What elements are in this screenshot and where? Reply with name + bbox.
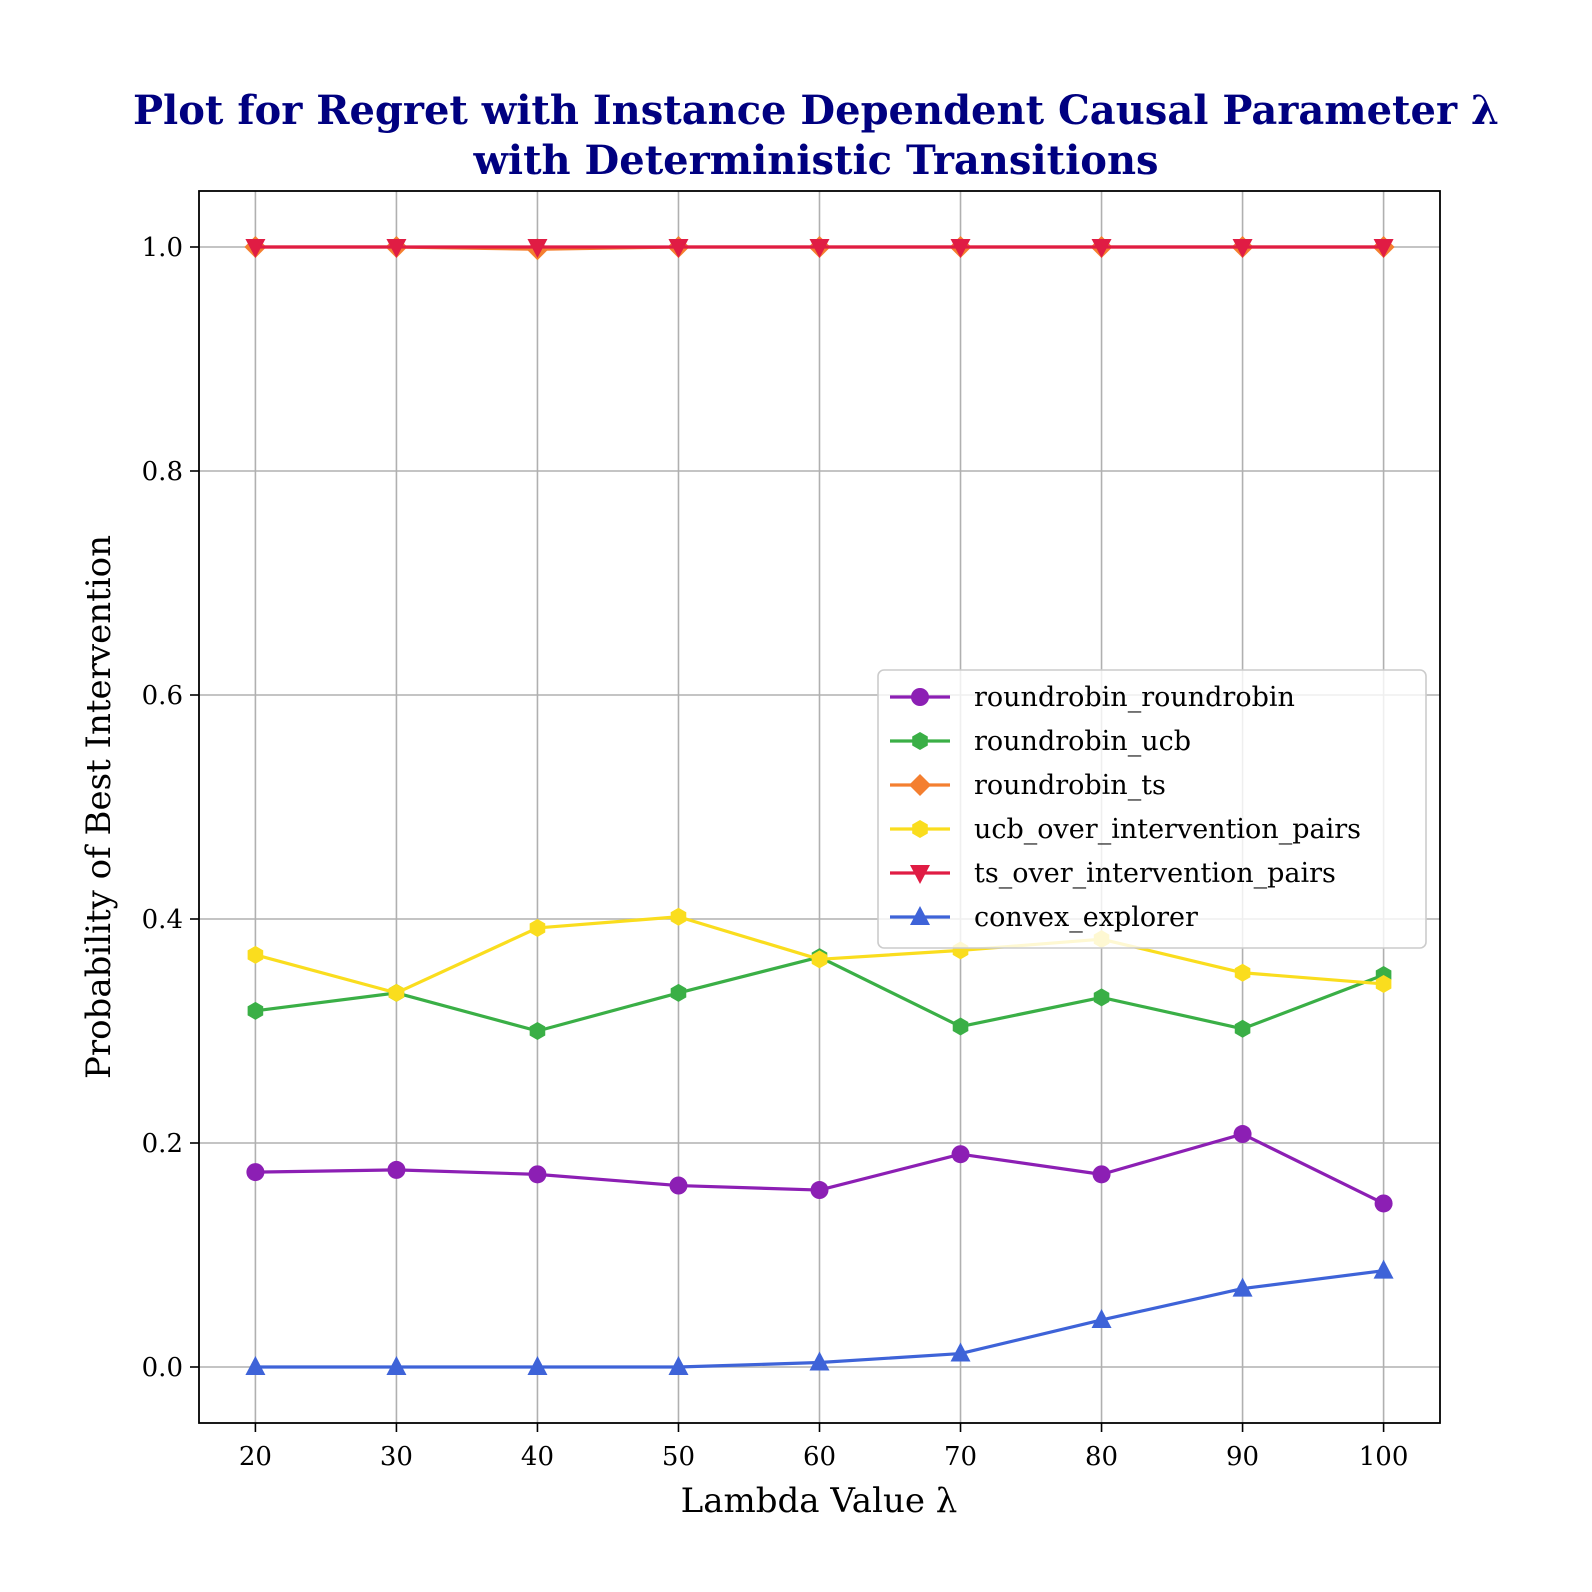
legend-item: roundrobin_roundrobin xyxy=(890,682,1295,713)
x-tick-label: 90 xyxy=(1226,1442,1259,1472)
data-point xyxy=(388,983,405,1002)
x-tick-label: 60 xyxy=(803,1442,836,1472)
data-point xyxy=(529,1022,546,1040)
data-point xyxy=(1375,974,1392,993)
series-ts_over_intervention_pairs xyxy=(245,239,1394,258)
legend-label: ts_over_intervention_pairs xyxy=(974,858,1336,889)
legend: roundrobin_roundrobin roundrobin_ucbround… xyxy=(877,669,1427,949)
data-point xyxy=(952,1017,969,1036)
data-point xyxy=(809,1351,830,1371)
x-tick-label: 40 xyxy=(521,1442,554,1472)
data-point xyxy=(1093,988,1110,1007)
data-point xyxy=(1091,1308,1112,1328)
data-point xyxy=(528,1165,547,1184)
chart-title-line-1: Plot for Regret with Instance Dependent … xyxy=(133,87,1499,134)
legend-item: roundrobin_ts xyxy=(890,770,1166,801)
legend-item: ucb_over_intervention_pairs xyxy=(890,814,1361,845)
data-point xyxy=(668,239,689,258)
data-point xyxy=(1373,239,1394,258)
x-axis-label: Lambda Value λ xyxy=(681,1481,958,1521)
data-point xyxy=(670,983,687,1002)
y-tick-label: 0.8 xyxy=(142,457,183,487)
x-tick-label: 80 xyxy=(1085,1442,1118,1472)
y-tick-label: 1.0 xyxy=(142,233,183,263)
x-tick-label: 20 xyxy=(239,1442,272,1472)
series-roundrobin_roundrobin xyxy=(246,1125,1393,1213)
data-point xyxy=(387,1160,406,1179)
data-point xyxy=(527,1356,548,1375)
data-point xyxy=(668,1356,689,1375)
x-tick-label: 30 xyxy=(380,1442,413,1472)
legend-item: roundrobin_ucb xyxy=(890,726,1191,757)
data-point xyxy=(951,1145,970,1164)
legend-marker xyxy=(912,820,928,838)
legend-marker xyxy=(912,732,928,750)
data-point xyxy=(245,1356,266,1375)
legend-item: convex_explorer xyxy=(890,902,1198,933)
x-tick-label: 70 xyxy=(944,1442,977,1472)
data-point xyxy=(1232,1277,1253,1297)
legend-item: ts_over_intervention_pairs xyxy=(890,858,1336,889)
y-axis-label: Probability of Best Intervention xyxy=(79,535,119,1079)
data-point xyxy=(670,907,687,926)
data-point xyxy=(950,1342,971,1362)
data-point xyxy=(247,945,264,964)
legend-marker xyxy=(910,906,930,925)
data-point xyxy=(529,918,546,937)
legend-label: roundrobin_roundrobin xyxy=(974,682,1295,713)
data-point xyxy=(950,239,971,258)
data-point xyxy=(1232,239,1253,258)
data-point xyxy=(809,239,830,258)
x-tick-label: 50 xyxy=(662,1442,695,1472)
data-point xyxy=(1373,1259,1394,1279)
legend-marker xyxy=(911,688,929,706)
legend-label: roundrobin_ts xyxy=(974,770,1166,801)
data-point xyxy=(1233,1125,1252,1144)
x-tick-label: 100 xyxy=(1359,1442,1409,1472)
data-point xyxy=(386,239,407,258)
data-point xyxy=(1234,1019,1251,1038)
data-point xyxy=(1234,963,1251,982)
legend-label: convex_explorer xyxy=(974,902,1198,933)
legend-label: roundrobin_ucb xyxy=(974,726,1191,757)
data-point xyxy=(810,1181,829,1200)
data-point xyxy=(1092,1165,1111,1184)
series-convex_explorer xyxy=(245,1259,1394,1375)
data-point xyxy=(386,1356,407,1375)
data-point xyxy=(247,1001,264,1020)
y-tick-label: 0.4 xyxy=(142,905,183,935)
legend-marker xyxy=(909,774,931,796)
data-point xyxy=(1374,1194,1393,1213)
data-point xyxy=(527,239,548,258)
y-tick-label: 0.0 xyxy=(142,1353,183,1383)
data-point xyxy=(669,1176,688,1195)
y-tick-label: 0.2 xyxy=(142,1129,183,1159)
data-point xyxy=(245,239,266,258)
legend-label: ucb_over_intervention_pairs xyxy=(974,814,1361,845)
y-tick-label: 0.6 xyxy=(142,681,183,711)
legend-frame xyxy=(877,669,1427,949)
data-point xyxy=(246,1163,265,1182)
data-point xyxy=(811,950,828,969)
chart-title-line-2: with Deterministic Transitions xyxy=(472,137,1158,184)
data-point xyxy=(1091,239,1112,258)
legend-marker xyxy=(910,865,930,884)
ticks: 20 30 40 50 60 70 80 90 100 0.0 0.2 0.4 0.6 0.8 1.0 xyxy=(142,233,1409,1472)
